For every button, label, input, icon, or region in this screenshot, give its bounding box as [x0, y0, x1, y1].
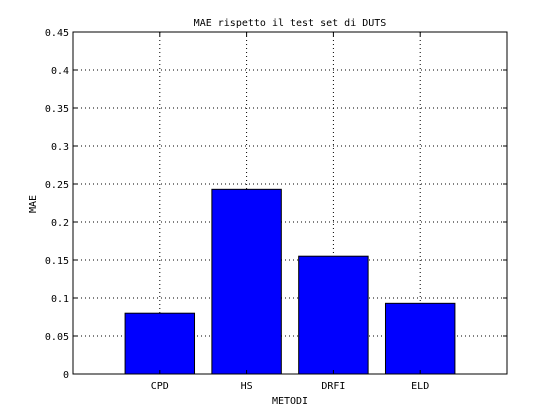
- y-axis-label: MAE: [28, 195, 39, 213]
- y-tick-label: 0.2: [51, 218, 69, 229]
- bar-layer: [124, 188, 456, 375]
- grid-layer: [73, 32, 507, 374]
- x-axis-label: METODI: [272, 396, 308, 407]
- bar-hs: [211, 188, 282, 375]
- x-tick-label: CPD: [151, 381, 169, 392]
- y-tick-label: 0.05: [45, 332, 69, 343]
- plot-area-border: [72, 31, 508, 375]
- chart-title: MAE rispetto il test set di DUTS: [194, 18, 387, 29]
- y-tick-label: 0.1: [51, 294, 69, 305]
- x-tick-label: ELD: [411, 381, 429, 392]
- tick-layer: 0 0.05 0.1 0.15 0.2 0.25 0.3 0.35 0.4 0.45 CPD HS DR…: [45, 28, 507, 392]
- y-tick-label: 0.25: [45, 180, 69, 191]
- x-tick-label: HS: [241, 381, 253, 392]
- y-tick-label: 0.4: [51, 66, 69, 77]
- y-tick-label: 0.3: [51, 142, 69, 153]
- y-tick-label: 0.15: [45, 256, 69, 267]
- y-tick-label: 0: [63, 370, 69, 381]
- y-tick-label: 0.45: [45, 28, 69, 39]
- bar-eld: [384, 302, 456, 375]
- y-tick-label: 0.35: [45, 104, 69, 115]
- x-tick-label: DRFI: [321, 381, 345, 392]
- bar-cpd: [124, 312, 196, 375]
- bar-drfi: [298, 255, 369, 375]
